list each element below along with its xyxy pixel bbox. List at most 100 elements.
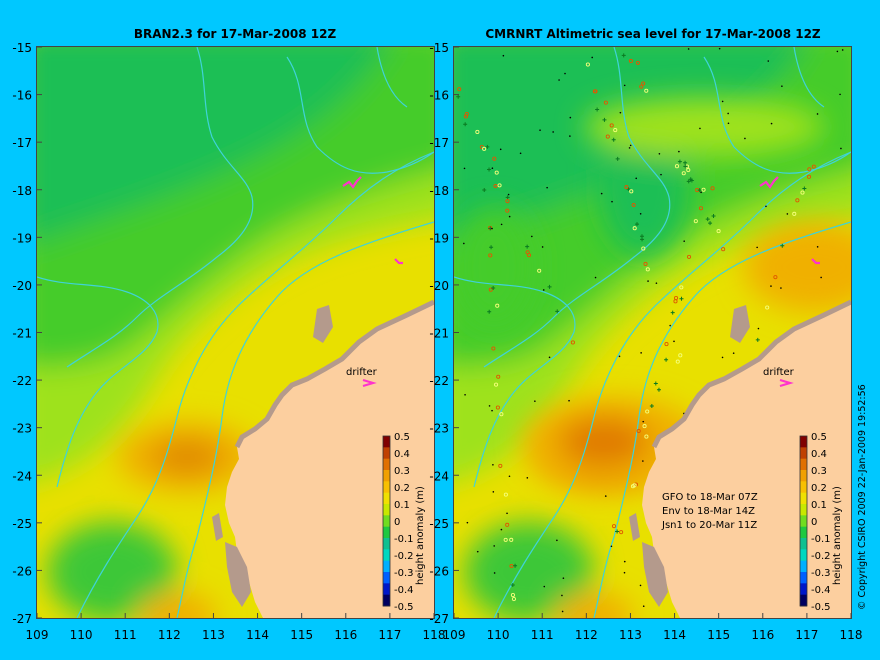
colorbar-frame xyxy=(382,435,391,607)
colorbar-tick-label: 0.2 xyxy=(394,483,410,494)
x-tick-label: 113 xyxy=(202,628,225,642)
colorbar-tick-label: 0.4 xyxy=(394,449,410,460)
track-point xyxy=(623,560,626,563)
track-point xyxy=(718,47,721,50)
track-point xyxy=(493,572,496,574)
track-point xyxy=(493,183,498,189)
track-point xyxy=(610,545,613,548)
track-point xyxy=(678,353,683,358)
track-point xyxy=(611,524,617,529)
track-point xyxy=(770,285,772,287)
track-point xyxy=(613,128,618,133)
y-tick-label: -23 xyxy=(429,422,449,436)
track-point xyxy=(674,164,680,169)
colorbar-segment xyxy=(383,504,390,516)
colorbar-tick-label: 0.3 xyxy=(811,466,827,477)
right-panel-frame xyxy=(453,46,852,619)
track-point xyxy=(491,227,493,230)
y-tick-label: -17 xyxy=(429,136,449,150)
track-point xyxy=(647,280,649,282)
track-point xyxy=(640,352,642,354)
track-point xyxy=(699,127,701,130)
y-tick-label: -16 xyxy=(429,89,449,103)
x-tick-label: 114 xyxy=(246,628,269,642)
track-point xyxy=(721,100,724,103)
track-point xyxy=(673,340,675,343)
track-point xyxy=(495,405,500,410)
track-point xyxy=(491,409,493,412)
track-point xyxy=(629,189,634,194)
track-point xyxy=(546,186,548,189)
track-point xyxy=(603,100,608,105)
x-tick-label: 112 xyxy=(575,628,598,642)
right-colorbar: 0.5 0.4 0.3 0.2 0.1 0 -0.1 -0.2 -0.3 -0.4 -0.5 heig… xyxy=(799,432,843,613)
left-drifter-label: drifter xyxy=(346,367,378,378)
right-track-points xyxy=(456,47,844,613)
track-point xyxy=(683,160,688,165)
track-point xyxy=(841,49,844,51)
track-point xyxy=(840,147,842,150)
track-point xyxy=(800,190,805,195)
x-tick-label: 117 xyxy=(795,628,818,642)
track-point xyxy=(508,215,511,218)
colorbar-segment xyxy=(383,538,390,550)
track-point xyxy=(674,296,679,301)
track-point xyxy=(466,521,469,524)
left-panel: BRAN2.3 for 17-Mar-2008 12Z drifter -15-… xyxy=(12,27,445,642)
track-point xyxy=(526,477,529,479)
track-point xyxy=(643,261,648,266)
track-point xyxy=(492,463,494,466)
y-tick-label: -15 xyxy=(12,41,32,55)
track-point xyxy=(767,60,770,62)
track-point xyxy=(623,571,626,574)
track-point xyxy=(639,234,644,239)
y-tick-label: -18 xyxy=(12,184,32,198)
track-point xyxy=(635,222,640,227)
y-tick-label: -25 xyxy=(12,517,32,531)
track-point xyxy=(619,530,624,535)
colorbar-segment xyxy=(800,549,807,562)
track-point xyxy=(463,122,468,127)
x-tick-label: 117 xyxy=(378,628,401,642)
track-point xyxy=(765,305,770,310)
track-point xyxy=(658,152,661,155)
y-tick-label: -21 xyxy=(429,327,449,341)
y-tick-label: -22 xyxy=(429,374,449,388)
track-point xyxy=(655,282,658,284)
colorbar-segment xyxy=(800,492,807,505)
track-point xyxy=(795,198,800,203)
track-point xyxy=(497,183,502,188)
track-point xyxy=(780,287,782,289)
x-tick-label: 115 xyxy=(707,628,730,642)
track-point xyxy=(491,346,496,351)
track-point xyxy=(609,123,614,128)
colorbar-segment xyxy=(800,504,807,516)
left-y-axis: -15 -16 -17 -18 -19 -20 -21 -22 -23 -24 -25 -26 -27 xyxy=(12,41,42,626)
colorbar-segment xyxy=(800,583,807,596)
x-tick-label: 116 xyxy=(334,628,357,642)
colorbar-tick-label: 0 xyxy=(811,517,817,528)
track-point xyxy=(556,539,558,542)
track-point xyxy=(496,374,501,379)
colorbar-segment xyxy=(383,458,390,471)
track-point xyxy=(792,211,797,216)
track-point xyxy=(786,213,789,215)
track-point xyxy=(595,107,600,112)
track-point xyxy=(807,167,812,172)
track-point xyxy=(564,72,566,75)
colorbar-tick-label: 0.1 xyxy=(394,500,410,511)
x-tick-label: 114 xyxy=(663,628,686,642)
track-point xyxy=(681,171,686,176)
track-point xyxy=(645,409,650,414)
track-point xyxy=(679,296,684,301)
colorbar-tick-label: -0.3 xyxy=(811,568,831,579)
track-point xyxy=(687,48,690,50)
track-point xyxy=(727,112,729,115)
track-point xyxy=(569,116,572,119)
colorbar-tick-label: -0.5 xyxy=(394,602,414,613)
track-point xyxy=(780,243,785,248)
track-point xyxy=(502,54,505,57)
x-tick-label: 113 xyxy=(619,628,642,642)
track-point xyxy=(656,387,661,392)
